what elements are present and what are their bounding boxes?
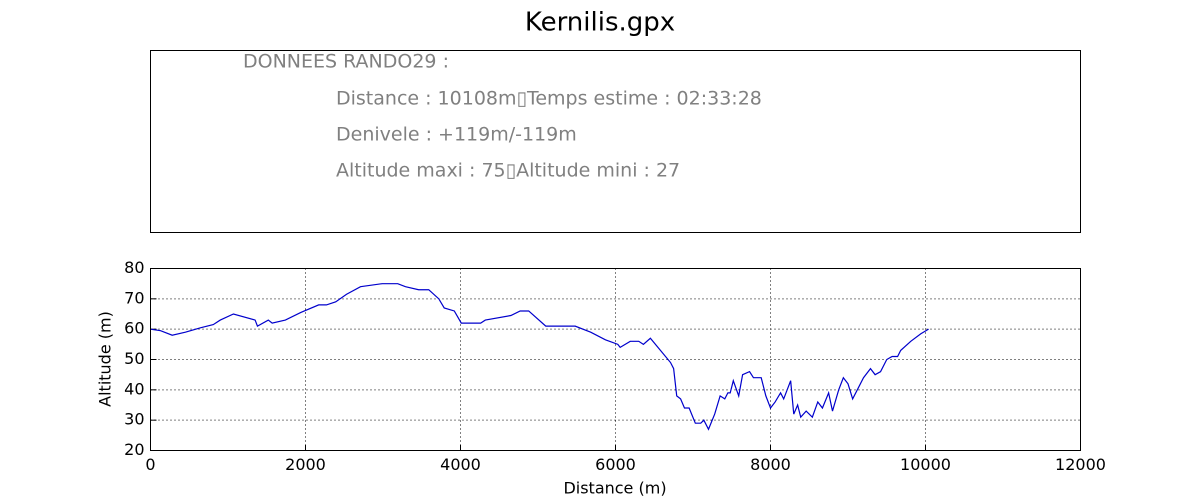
y-tick-label: 20 (124, 440, 144, 459)
y-tick-label: 60 (124, 319, 144, 338)
y-tick-label: 30 (124, 410, 144, 429)
y-tick-label: 70 (124, 288, 144, 307)
y-tick-label: 50 (124, 349, 144, 368)
x-tick-label: 4000 (440, 455, 481, 474)
x-tick-label: 12000 (1055, 455, 1106, 474)
y-tick-label: 40 (124, 379, 144, 398)
x-tick-label: 8000 (750, 455, 791, 474)
info-heading: DONNEES RANDO29 : (243, 51, 449, 73)
plot-frame (150, 268, 1081, 451)
info-line: Altitude maxi : 75▯Altitude mini : 27 (336, 160, 680, 182)
info-line: Denivele : +119m/-119m (336, 124, 577, 146)
x-tick-label: 0 (145, 455, 155, 474)
data-line (150, 283, 929, 431)
x-tick-label: 6000 (595, 455, 636, 474)
info-line: Distance : 10108m▯Temps estime : 02:33:2… (336, 88, 762, 110)
info-panel (150, 50, 1081, 233)
y-axis-label: Altitude (m) (96, 311, 115, 407)
x-tick-label: 2000 (285, 455, 326, 474)
chart-title: Kernilis.gpx (525, 8, 675, 38)
y-tick-label: 80 (124, 258, 144, 277)
x-tick-label: 10000 (900, 455, 951, 474)
x-axis-label: Distance (m) (563, 479, 666, 498)
